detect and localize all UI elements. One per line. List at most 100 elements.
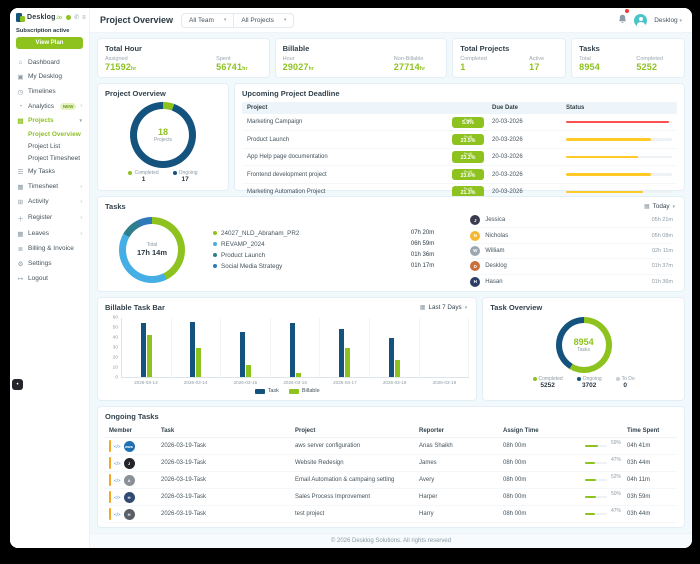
legend-value: 17 [181, 176, 189, 183]
profit-value: 23.6% [460, 172, 476, 179]
stat-metric-value: 1 [460, 62, 466, 72]
sidebar-subitem-project-timesheet[interactable]: Project Timesheet [28, 152, 83, 164]
sidebar-item-settings[interactable]: ⚙ Settings [16, 256, 83, 271]
ongoing-task-row: </> A 2026-03-19-Task Email Automation & ca… [105, 472, 677, 489]
chevron-down-icon: ▾ [464, 304, 468, 311]
sidebar-item-label: Leaves [28, 230, 49, 237]
sidebar-item-my-tasks[interactable]: ☰ My Tasks [16, 164, 83, 179]
menu-collapse-icon[interactable]: ≡ [82, 14, 86, 21]
progress-fill [585, 512, 596, 516]
ongoing-assign-time: 08h 00m [503, 477, 527, 483]
ongoing-col-header: Reporter [419, 428, 445, 434]
profit-badge: Profit 23.6% [452, 168, 484, 181]
project-filter-dropdown[interactable]: All Projects ▾ [233, 13, 293, 27]
ongoing-reporter: Harry [419, 511, 434, 517]
ongoing-reporter: Anas Shaikh [419, 443, 453, 449]
ongoing-task-name: 2026-03-19-Task [161, 494, 207, 500]
member-time: 05h 08m [651, 232, 673, 239]
view-plan-button[interactable]: View Plan [16, 37, 83, 49]
legend-label: Ongoing [582, 376, 602, 382]
today-filter-dropdown[interactable]: ▦ Today ▾ [644, 203, 675, 210]
legend-dot-icon [213, 264, 217, 269]
profit-badge: Profit 21.3% [452, 186, 484, 198]
ongoing-progress: 59% [585, 440, 621, 449]
last-7-days-filter-dropdown[interactable]: ▦ Last 7 Days ▾ [419, 304, 468, 311]
sidebar-item-dashboard[interactable]: ⌂ Dashboard [16, 55, 83, 69]
legend-item-to-do: To Do 0 [615, 376, 635, 389]
ongoing-project-name: Sales Process Improvement [295, 494, 371, 500]
bar-task [388, 337, 394, 377]
bar-billable [345, 348, 351, 377]
new-badge: NEW [59, 102, 77, 110]
sidebar-item-activity[interactable]: ⊞ Activity › [16, 194, 83, 209]
card-title: Upcoming Project Deadline [242, 89, 340, 98]
ongoing-col-header: Time Spent [627, 428, 660, 434]
legend-value: 3702 [581, 382, 597, 389]
card-title: Ongoing Tasks [105, 412, 159, 421]
ongoing-task-row: </> aws 2026-03-19-Task aws server configur… [105, 438, 677, 455]
ongoing-reporter: James [419, 460, 437, 466]
member-name: Desklog [485, 263, 507, 270]
sidebar-subitem-project-overview[interactable]: Project Overview [28, 128, 83, 140]
member-avatar: H [470, 276, 481, 287]
member-avatar: J [123, 457, 135, 469]
legend-item-ongoing: Ongoing 3702 [576, 376, 602, 389]
chart-legend-task: Task [254, 388, 279, 394]
notifications-button[interactable] [618, 8, 631, 29]
bar-chart-plot [121, 318, 470, 378]
sidebar-item-timesheet[interactable]: ▦ Timesheet › [16, 179, 83, 194]
legend-item-top: To Do [615, 376, 635, 382]
support-widget-icon[interactable]: • [12, 379, 23, 390]
ongoing-task-row: </> J 2026-03-19-Task Website Redesign James… [105, 455, 677, 472]
member-avatar: aws [123, 440, 135, 452]
ongoing-time-spent: 04h 41m [627, 443, 651, 449]
settings-icon: ⚙ [17, 260, 24, 268]
tasks-card: Tasks ▦ Today ▾ Total 17h 14m 24027_NLD_A… [97, 196, 685, 292]
sidebar-subitem-project-list[interactable]: Project List [28, 140, 83, 152]
card-title: Project Overview [105, 89, 166, 98]
deadline-row: Frontend development project Profit 23.6% 2… [242, 166, 677, 184]
desklog-logo-icon [16, 13, 25, 22]
deadline-status-fill [566, 120, 669, 124]
sidebar-item-projects[interactable]: ▤ Projects ▾ [16, 113, 83, 128]
sidebar-item-label: Timesheet [28, 183, 59, 190]
code-icon: </> [114, 477, 121, 483]
logo-text: Desklog.io [27, 14, 63, 21]
stat-metric-completed: Completed 5252 [636, 56, 663, 72]
sidebar-item-timelines[interactable]: ◷ Timelines [16, 84, 83, 99]
profile-avatar[interactable] [634, 13, 648, 27]
stat-metric-value: 27714hr [393, 62, 426, 72]
progress-track [585, 444, 607, 448]
deadline-row: Marketing Automation Project Profit 21.3% 2… [242, 184, 677, 200]
sidebar-item-leaves[interactable]: ▦ Leaves › [16, 226, 83, 241]
progress-fill [585, 461, 596, 465]
phone-icon[interactable]: ✆ [74, 15, 80, 21]
legend-label: To Do [621, 376, 635, 382]
timelines-icon: ◷ [17, 88, 24, 96]
view-all-link[interactable]: view all [105, 523, 677, 527]
bar-group-2026-03-13 [122, 318, 172, 377]
sidebar-item-my-desklog[interactable]: ▣ My Desklog [16, 69, 83, 84]
team-filter-dropdown[interactable]: All Team ▾ [189, 16, 227, 24]
task-legend-label: Social Media Strategy [221, 262, 283, 270]
y-tick-label: 50 [112, 325, 118, 331]
bar-chart-x-labels: 2026-03-13 2026-03-14 2026-03-15 2026-03-16… [121, 378, 469, 385]
legend-value: 0 [623, 382, 627, 389]
stat-metrics: Total 8954 Completed 5252 [579, 56, 677, 72]
ongoing-project-name: Website Redesign [295, 460, 344, 466]
sidebar-submenu: Project Overview Project List Project Time… [16, 128, 83, 164]
profile-menu[interactable]: Desklog ▾ [654, 16, 682, 24]
sidebar-item-analytics[interactable]: ◔ Analytics NEW › [16, 99, 83, 113]
sidebar-item-billing-invoice[interactable]: ≣ Billing & Invoice [16, 241, 83, 256]
stat-card-total-hour: Total Hour Assigned 71592hr Spent 56741hr [97, 38, 270, 78]
progress-percent: 47% [610, 508, 621, 514]
x-tick-label: 2026-03-15 [233, 380, 258, 385]
ongoing-member-cell: </> aws [109, 440, 155, 452]
member-accent-bar [109, 457, 111, 469]
sidebar-item-logout[interactable]: ↦ Logout [16, 271, 83, 286]
ongoing-assign-time: 08h 00m [503, 494, 527, 500]
sidebar-item-register[interactable]: ＋ Register › [16, 209, 83, 226]
billable-task-bar-card: Billable Task Bar ▦ Last 7 Days ▾ 0 10 20 30… [97, 297, 478, 401]
legend-dot-icon [532, 377, 537, 381]
ongoing-time-spent: 04h 11m [627, 477, 650, 483]
